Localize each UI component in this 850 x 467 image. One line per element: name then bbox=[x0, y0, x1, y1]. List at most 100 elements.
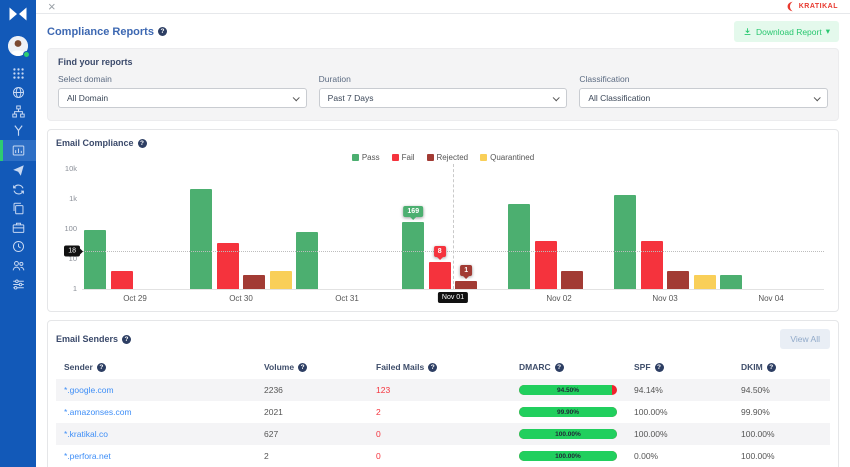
legend-label: Fail bbox=[401, 152, 415, 162]
bar-tooltip-fail: 8 bbox=[433, 245, 446, 260]
cell-spf: 94.14% bbox=[626, 379, 733, 401]
bar-quarantined-oct30[interactable] bbox=[269, 270, 292, 289]
legend-item-pass[interactable]: Pass bbox=[351, 153, 380, 162]
sidebar-item-branch[interactable] bbox=[0, 121, 36, 140]
help-icon[interactable]: ? bbox=[654, 362, 664, 372]
y-axis-tick: 10k bbox=[64, 164, 77, 173]
dmarc-progress-bar: 100.00% bbox=[519, 451, 617, 461]
sender-link[interactable]: *.google.com bbox=[64, 385, 114, 395]
bar-fail-nov03[interactable] bbox=[640, 240, 663, 289]
sidebar-item-users[interactable] bbox=[0, 256, 36, 275]
brand: KRATIKAL bbox=[787, 1, 838, 12]
dmarc-progress-bar: 94.50% bbox=[519, 385, 617, 395]
sidebar-item-globe[interactable] bbox=[0, 83, 36, 102]
legend-item-quarantined[interactable]: Quarantined bbox=[480, 153, 534, 162]
brand-logo-icon[interactable] bbox=[8, 6, 28, 22]
filters-row: Select domain All Domain Duration Past 7… bbox=[58, 74, 829, 108]
sidebar-item-history[interactable] bbox=[0, 237, 36, 256]
cell-dmarc: 94.50% bbox=[511, 379, 626, 401]
y-axis-tick: 1 bbox=[72, 284, 77, 293]
help-icon[interactable]: ? bbox=[96, 362, 106, 372]
domain-select[interactable]: All Domain bbox=[58, 88, 307, 108]
domain-select-value: All Domain bbox=[67, 93, 109, 103]
bar-pass-oct29[interactable] bbox=[84, 230, 107, 289]
main-area: × KRATIKAL Compliance Reports ? Download… bbox=[36, 0, 850, 467]
help-icon[interactable]: ? bbox=[428, 362, 438, 372]
y-pointer-label: 18 bbox=[64, 245, 83, 257]
plot-wrap: 1 10 100 1k 10k 18 169 8 1 Oct 29 Oct 30 Oct 31 Nov… bbox=[64, 164, 824, 305]
sender-link[interactable]: *.kratikal.co bbox=[64, 429, 108, 439]
download-report-button[interactable]: Download Report ▾ bbox=[734, 21, 839, 42]
bar-rejected-nov02[interactable] bbox=[561, 270, 584, 289]
sidebar-item-reports[interactable] bbox=[0, 140, 36, 161]
cell-dmarc: 99.90% bbox=[511, 401, 626, 423]
column-header-text: DMARC bbox=[519, 362, 551, 372]
duration-select[interactable]: Past 7 Days bbox=[318, 88, 568, 108]
bar-rejected-nov01[interactable] bbox=[455, 281, 478, 289]
sidebar bbox=[0, 0, 36, 467]
sidebar-item-send[interactable] bbox=[0, 161, 36, 180]
cell-sender: *.perfora.net bbox=[56, 445, 256, 467]
x-axis-label: Nov 04 bbox=[758, 294, 784, 303]
bar-rejected-nov03[interactable] bbox=[667, 270, 690, 289]
apps-grid-icon bbox=[12, 68, 24, 79]
classification-select[interactable]: All Classification bbox=[579, 88, 829, 108]
legend-item-fail[interactable]: Fail bbox=[391, 152, 415, 162]
help-icon[interactable]: ? bbox=[298, 362, 308, 372]
history-icon bbox=[12, 240, 24, 253]
reports-icon bbox=[12, 145, 24, 156]
help-icon[interactable]: ? bbox=[122, 334, 132, 344]
duration-select-value: Past 7 Days bbox=[327, 93, 374, 103]
close-icon[interactable]: × bbox=[48, 0, 56, 14]
cell-spf: 100.00% bbox=[626, 423, 733, 445]
sidebar-item-sliders[interactable] bbox=[0, 275, 36, 294]
caret-down-icon: ▾ bbox=[825, 26, 830, 36]
chart-legend: Pass Fail Rejected Quarantined bbox=[56, 150, 830, 164]
users-icon bbox=[12, 261, 24, 271]
bar-pass-oct31[interactable] bbox=[296, 231, 319, 289]
download-icon bbox=[744, 28, 751, 35]
sender-link[interactable]: *.amazonses.com bbox=[64, 407, 132, 417]
help-icon[interactable]: ? bbox=[137, 138, 147, 148]
filter-duration: Duration Past 7 Days bbox=[318, 74, 568, 108]
help-icon[interactable]: ? bbox=[157, 27, 167, 36]
bar-fail-oct29[interactable] bbox=[110, 270, 133, 289]
filter-duration-label: Duration bbox=[318, 74, 351, 84]
view-all-button[interactable]: View All bbox=[780, 329, 830, 349]
cell-failed-mails: 0 bbox=[376, 451, 381, 461]
help-icon[interactable]: ? bbox=[554, 362, 564, 372]
copy-icon bbox=[13, 202, 23, 215]
bar-pass-nov04[interactable] bbox=[720, 274, 743, 289]
cell-volume: 2021 bbox=[264, 407, 283, 417]
bar-pass-nov01[interactable] bbox=[402, 222, 425, 289]
column-header-text: Volume bbox=[264, 362, 295, 372]
user-avatar[interactable] bbox=[8, 36, 30, 58]
chevron-down-icon bbox=[813, 93, 821, 101]
cell-volume: 627 bbox=[256, 423, 368, 445]
y-axis-tick: 10 bbox=[68, 254, 77, 263]
bar-quarantined-nov03[interactable] bbox=[693, 274, 716, 289]
column-header-failed-mails: Failed Mails? bbox=[368, 355, 511, 379]
sidebar-item-sync[interactable] bbox=[0, 180, 36, 199]
bar-pass-nov03[interactable] bbox=[614, 194, 637, 289]
sidebar-item-apps-grid[interactable] bbox=[0, 64, 36, 83]
legend-label: Rejected bbox=[436, 152, 469, 162]
cell-spf: 0.00% bbox=[634, 451, 659, 461]
sidebar-item-copy[interactable] bbox=[0, 199, 36, 218]
sender-link[interactable]: *.perfora.net bbox=[64, 451, 111, 461]
bar-pass-oct30[interactable] bbox=[190, 189, 213, 289]
cell-failed-mails: 123 bbox=[368, 379, 511, 401]
bar-fail-oct30[interactable] bbox=[216, 242, 239, 289]
page-head: Compliance Reports ? Download Report ▾ bbox=[47, 14, 839, 48]
legend-item-rejected[interactable]: Rejected bbox=[426, 152, 469, 162]
bar-fail-nov01[interactable] bbox=[428, 261, 451, 289]
sidebar-item-briefcase[interactable] bbox=[0, 218, 36, 237]
cell-failed-mails: 2 bbox=[376, 407, 381, 417]
bar-rejected-oct30[interactable] bbox=[243, 274, 266, 289]
sidebar-item-sitemap[interactable] bbox=[0, 102, 36, 121]
bar-pass-nov02[interactable] bbox=[508, 203, 531, 289]
download-label: Download Report bbox=[756, 26, 822, 37]
senders-table: Sender? Volume? Failed Mails? DMARC? SPF? DKI… bbox=[56, 355, 830, 467]
bar-fail-nov02[interactable] bbox=[534, 240, 557, 289]
help-icon[interactable]: ? bbox=[766, 362, 776, 372]
